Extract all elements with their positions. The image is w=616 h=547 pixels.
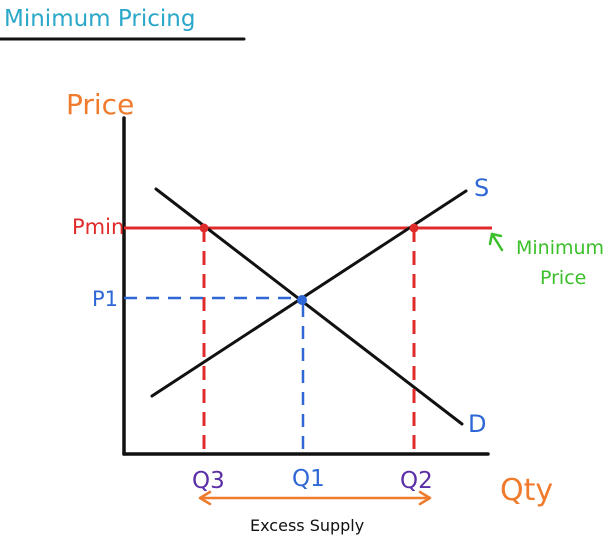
p1-label: P1	[92, 287, 118, 311]
x-axis-label: Qty	[500, 473, 553, 508]
up-arrow-icon	[488, 232, 504, 252]
minimum-price-annotation-line2: Price	[540, 267, 586, 289]
excess-supply-label: Excess Supply	[250, 516, 364, 535]
diagram-title: Minimum Pricing	[4, 6, 195, 32]
minimum-price-annotation-line1: Minimum	[516, 237, 604, 259]
q3-label: Q3	[192, 468, 225, 494]
q2-label: Q2	[400, 468, 433, 494]
excess-supply-arrow	[198, 490, 432, 506]
supply-curve-label: S	[474, 174, 489, 202]
y-axis-label: Price	[66, 88, 134, 121]
equilibrium-point	[297, 295, 307, 305]
pmin-label: Pmin	[72, 215, 124, 239]
q3-pmin-point	[199, 223, 209, 233]
q2-pmin-point	[409, 223, 419, 233]
q1-label: Q1	[292, 466, 325, 492]
demand-curve-label: D	[468, 410, 486, 438]
